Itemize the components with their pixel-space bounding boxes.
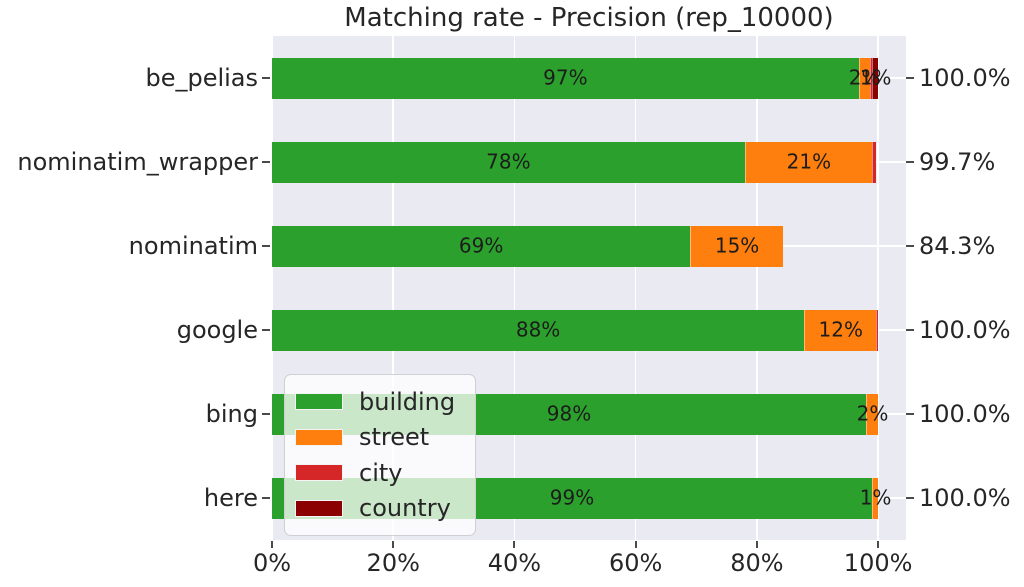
y-axis-label: google — [176, 316, 258, 344]
bar-segment-city — [872, 141, 877, 183]
x-axis-label: 40% — [487, 549, 542, 577]
legend-entry-street: street — [295, 420, 463, 456]
y-axis-label: bing — [205, 400, 258, 428]
x-tick — [392, 541, 395, 548]
legend-swatch-city — [295, 464, 343, 482]
bar-segment-street: 1% — [860, 477, 891, 519]
y-axis-label: here — [203, 484, 258, 512]
gridline-vertical — [513, 36, 516, 540]
legend-entry-building: building — [295, 384, 463, 420]
bar-segment-building: 78% — [272, 141, 745, 183]
bar-segment-label: 88% — [515, 317, 561, 342]
bar-segment-label: 98% — [546, 401, 592, 426]
gridline-vertical — [877, 36, 879, 540]
x-tick — [513, 541, 516, 548]
plot-area: 97% 2% 1% 78% 21% 69% 15% 88% 12% 98% 2% 99% 1% buil… — [271, 36, 906, 540]
y-axis-label: nominatim — [128, 232, 258, 260]
bar-segment-label: 69% — [458, 233, 504, 258]
bar-segment-label: 99% — [549, 485, 595, 510]
y-tick-left — [262, 413, 270, 415]
bar-segment-label: 97% — [543, 65, 588, 90]
y-axis-label: be_pelias — [145, 64, 258, 92]
bar-segment-building: 97% — [272, 57, 859, 99]
x-tick — [877, 541, 880, 548]
legend-label: city — [359, 458, 403, 487]
chart-title: Matching rate - Precision (rep_10000) — [344, 3, 834, 33]
x-axis-label: 80% — [730, 549, 784, 577]
bar-segment-street: 2% — [849, 57, 881, 99]
bar-segment-street: 21% — [744, 141, 873, 183]
bar-segment-label: 78% — [486, 149, 531, 174]
legend-swatch-country — [295, 499, 343, 517]
bar-row: 97% 2% 1% — [272, 57, 906, 99]
gridline-vertical — [756, 36, 758, 540]
x-axis-label: 0% — [252, 549, 292, 577]
legend-swatch-building — [295, 393, 343, 411]
bar-segment-label: 1% — [859, 485, 892, 510]
bar-segment-label: 2% — [856, 401, 889, 426]
row-total-label: 84.3% — [919, 232, 996, 260]
legend-entry-city: city — [295, 455, 463, 491]
bar-segment-building: 69% — [272, 225, 691, 267]
legend-label: street — [359, 423, 430, 452]
row-total-label: 100.0% — [919, 64, 1011, 92]
row-total-label: 100.0% — [919, 400, 1011, 428]
y-tick-left — [262, 497, 270, 499]
bar-row: 78% 21% — [272, 141, 906, 183]
y-tick-right — [906, 413, 914, 415]
bar-segment-city — [869, 57, 873, 99]
y-tick-left — [262, 245, 270, 247]
bar-segment-label: 2% — [848, 65, 881, 90]
y-tick-right — [906, 329, 914, 331]
gridline-vertical — [392, 36, 395, 540]
x-axis-label: 60% — [608, 549, 663, 577]
legend-label: building — [359, 387, 456, 416]
bar-segment-label: 15% — [714, 233, 760, 258]
bar-segment-city — [876, 309, 879, 351]
y-tick-right — [906, 161, 914, 163]
legend-label: country — [359, 494, 451, 523]
bar-segment-street: 15% — [690, 225, 783, 267]
bar-segment-street: 2% — [857, 393, 888, 435]
gridline-vertical — [271, 36, 273, 540]
y-tick-right — [906, 497, 914, 499]
x-tick — [755, 541, 758, 548]
bar-segment-building: 88% — [272, 309, 805, 351]
row-total-label: 100.0% — [919, 316, 1011, 344]
y-tick-left — [262, 77, 270, 79]
bar-segment-label: 21% — [786, 149, 832, 174]
gridline-vertical — [634, 36, 637, 540]
bar-row: 69% 15% — [272, 225, 906, 267]
legend-swatch-street — [295, 428, 343, 446]
x-tick — [634, 541, 637, 548]
bar-segment-label: 1% — [859, 65, 892, 90]
y-tick-right — [906, 77, 914, 79]
x-axis-label: 100% — [843, 549, 913, 577]
bar-segment-street: 12% — [804, 309, 877, 351]
y-tick-left — [262, 161, 270, 163]
x-tick — [271, 541, 273, 548]
x-axis-label: 20% — [366, 549, 420, 577]
row-total-label: 100.0% — [919, 484, 1011, 512]
legend: building street city country — [284, 374, 476, 536]
y-tick-right — [906, 245, 914, 247]
bar-row: 88% 12% — [272, 309, 906, 351]
y-axis-label: nominatim_wrapper — [17, 148, 258, 176]
row-total-label: 99.7% — [919, 148, 996, 176]
y-tick-left — [262, 329, 270, 331]
legend-entry-country: country — [295, 491, 463, 527]
bar-segment-label: 12% — [818, 317, 863, 342]
bar-segment-country: 1% — [860, 57, 891, 99]
